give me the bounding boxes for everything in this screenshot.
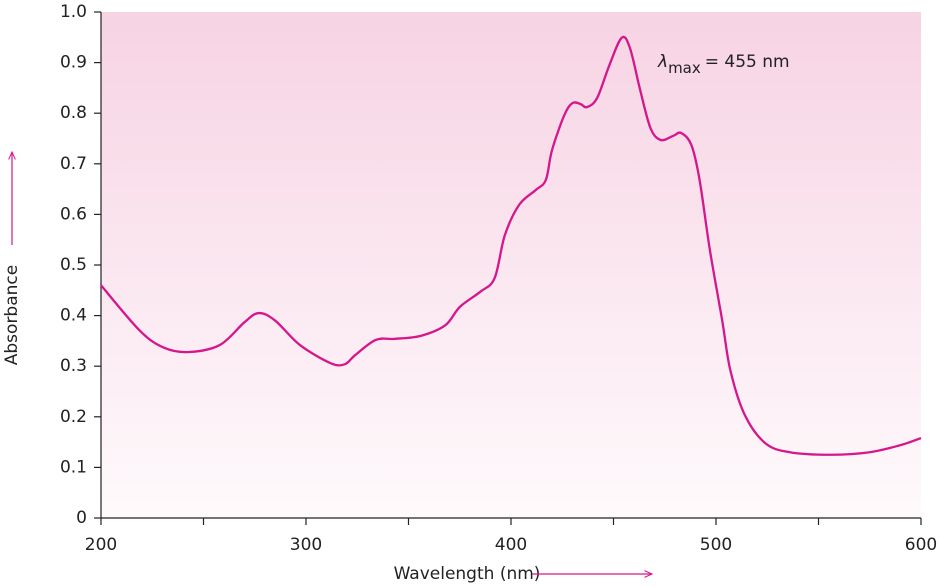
plot-area [101, 12, 921, 518]
spectrum-line [100, 35, 922, 456]
x-axis-label: Wavelength (nm) [394, 564, 541, 584]
y-tick-label: 0.4 [60, 306, 87, 326]
x-tick-label: 600 [905, 535, 937, 555]
y-tick-label: 0.8 [60, 103, 87, 123]
y-tick-label: 0.7 [60, 154, 87, 174]
y-tick-label: 0.9 [60, 53, 87, 73]
y-tick-label: 0.5 [60, 255, 87, 275]
x-tick-label: 400 [495, 535, 527, 555]
y-tick-label: 0.1 [60, 457, 87, 477]
annotation-text: = 455 nm [705, 52, 790, 72]
y-tick-label: 0 [76, 508, 87, 528]
x-tick-label: 200 [85, 535, 117, 555]
y-tick-label: 0.2 [60, 407, 87, 427]
y-axis-label: Absorbance [2, 265, 22, 365]
y-tick-label: 0.6 [60, 204, 87, 224]
x-tick-label: 500 [700, 535, 732, 555]
y-tick-label: 1.0 [60, 2, 87, 22]
x-tick-label: 300 [290, 535, 322, 555]
annotation-subscript: max [668, 59, 701, 77]
annotation-symbol: λ [657, 52, 668, 72]
y-tick-label: 0.3 [60, 356, 87, 376]
annotation: λmax = 455 nm [657, 52, 790, 77]
